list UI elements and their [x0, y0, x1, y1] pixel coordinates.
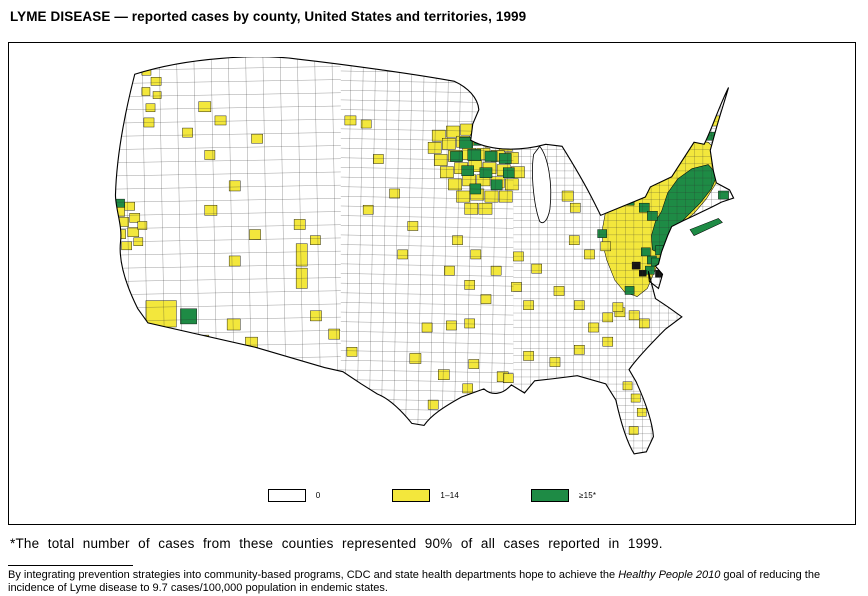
- county-boundaries: [115, 57, 734, 454]
- legend-item-zero: 0: [267, 489, 321, 502]
- legend-label-low: 1–14: [440, 491, 460, 500]
- legend-swatch-low: [392, 489, 431, 502]
- county-cell-yellow: [699, 101, 713, 114]
- map-layers: [115, 57, 734, 454]
- county-cell-green: [620, 178, 632, 189]
- bottom-note-suffix: goal of reducing the incidence of Lyme d…: [8, 569, 821, 595]
- county-cell-green: [632, 186, 644, 197]
- legend-swatch-zero: [267, 489, 306, 502]
- bottom-note: By integrating prevention strategies int…: [8, 569, 860, 595]
- long-island: [689, 218, 723, 236]
- legend-swatch-high: [531, 489, 570, 502]
- county-grid-central: [340, 57, 514, 454]
- region-green-offshore: [689, 218, 723, 236]
- bottom-note-prefix: By integrating prevention strategies int…: [8, 569, 619, 581]
- county-grid-east: [513, 57, 734, 454]
- asterisk-footnote: *The total number of cases from these co…: [10, 536, 663, 551]
- map-frame: 0 1–14 ≥15*: [8, 42, 856, 525]
- lake-michigan: [532, 145, 552, 224]
- us-county-map: [114, 57, 735, 455]
- legend-item-low: 1–14: [392, 489, 459, 502]
- county-cell-yellow: [474, 123, 489, 136]
- legend: 0 1–14 ≥15*: [9, 489, 855, 502]
- county-cell-yellow: [233, 349, 245, 360]
- legend-label-high: ≥15*: [579, 491, 597, 500]
- footnote-rule: [8, 565, 133, 566]
- county-grid-west: [115, 57, 341, 454]
- county-cell-yellow: [488, 125, 503, 138]
- county-cell-dark: [662, 277, 670, 284]
- county-cell-yellow: [484, 135, 499, 148]
- county-cell-yellow: [697, 121, 709, 132]
- legend-item-high: ≥15*: [531, 489, 596, 502]
- legend-label-zero: 0: [315, 491, 321, 500]
- page-title: LYME DISEASE — reported cases by county,…: [10, 9, 527, 24]
- bottom-note-italic: Healthy People 2010: [618, 569, 721, 581]
